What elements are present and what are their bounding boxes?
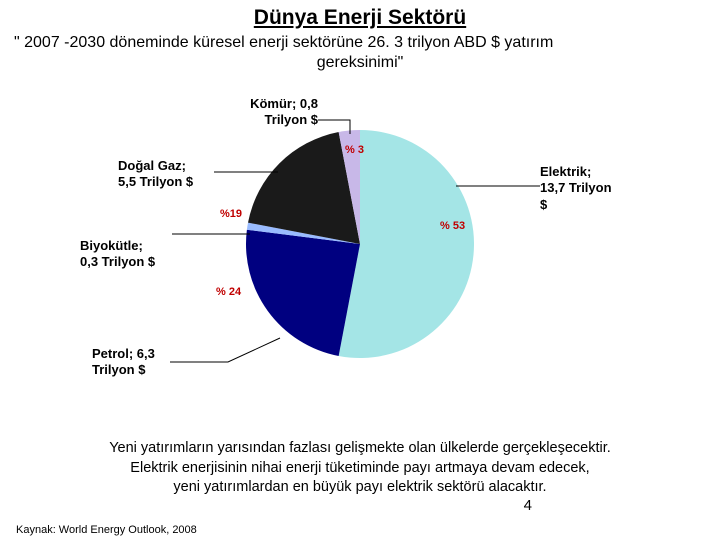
pct-elektrik: % 53 — [440, 220, 465, 232]
label-petrol-l2: Trilyon $ — [92, 362, 145, 377]
pie-chart-area: Kömür; 0,8 Trilyon $ % 3 Doğal Gaz; 5,5 … — [0, 90, 720, 430]
pct-biyokutle: % 24 — [216, 286, 241, 298]
subtitle-line2: gereksinimi" — [0, 54, 720, 72]
label-petrol-l1: Petrol; 6,3 — [92, 346, 155, 361]
page-title: Dünya Enerji Sektörü — [0, 6, 720, 30]
label-komur-l1: Kömür; 0,8 — [250, 96, 318, 111]
label-petrol: Petrol; 6,3 Trilyon $ — [92, 346, 155, 379]
page-number: 4 — [524, 497, 532, 514]
label-dogalgaz-l2: 5,5 Trilyon $ — [118, 174, 193, 189]
subtitle-line1: " 2007 -2030 döneminde küresel enerji se… — [14, 34, 706, 52]
label-elektrik-l1: Elektrik; — [540, 164, 591, 179]
label-elektrik-l3: $ — [540, 197, 547, 212]
pct-dogalgaz: %19 — [220, 208, 242, 220]
summary-line2: Elektrik enerjisinin nihai enerji tüketi… — [22, 459, 698, 479]
label-elektrik-l2: 13,7 Trilyon — [540, 180, 612, 195]
label-komur: Kömür; 0,8 Trilyon $ — [240, 96, 318, 129]
label-komur-l2: Trilyon $ — [265, 112, 318, 127]
label-dogalgaz: Doğal Gaz; 5,5 Trilyon $ — [118, 158, 193, 191]
label-elektrik: Elektrik; 13,7 Trilyon $ — [540, 164, 612, 213]
label-biyokutle-l2: 0,3 Trilyon $ — [80, 254, 155, 269]
summary-text: Yeni yatırımların yarısından fazlası gel… — [0, 439, 720, 498]
label-biyokutle: Biyokütle; 0,3 Trilyon $ — [80, 238, 155, 271]
summary-line3: yeni yatırımlardan en büyük payı elektri… — [22, 478, 698, 498]
label-dogalgaz-l1: Doğal Gaz; — [118, 158, 186, 173]
pct-komur: % 3 — [345, 144, 364, 156]
source-citation: Kaynak: World Energy Outlook, 2008 — [16, 524, 197, 536]
label-biyokutle-l1: Biyokütle; — [80, 238, 143, 253]
summary-line1: Yeni yatırımların yarısından fazlası gel… — [22, 439, 698, 459]
